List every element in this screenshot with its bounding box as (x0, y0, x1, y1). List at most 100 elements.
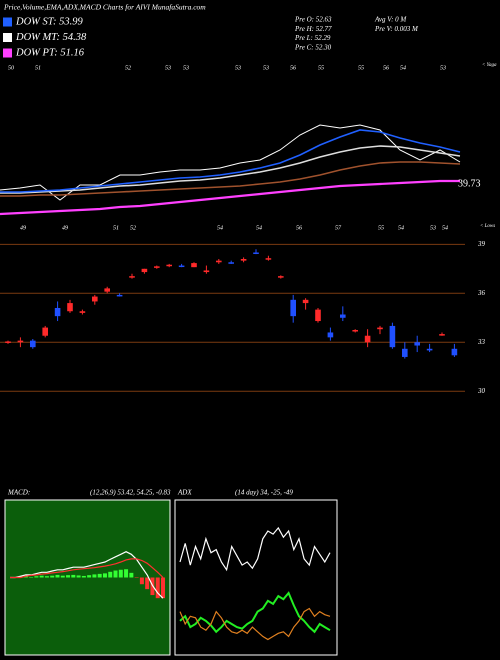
histogram-bar (44, 576, 49, 578)
candle-body (104, 288, 110, 292)
page-title: Price,Volume,EMA,ADX,MACD Charts for AIV… (3, 3, 206, 12)
adx-line (179, 526, 331, 572)
candle-body (191, 263, 197, 268)
top-label: 55 (318, 65, 324, 71)
candle-body (67, 303, 73, 312)
macd-line (10, 551, 164, 599)
histogram-bar (134, 577, 139, 579)
histogram-bar (145, 577, 150, 590)
histogram-bar (34, 576, 39, 578)
top-label: 56 (290, 65, 296, 71)
histogram-bar (155, 577, 160, 599)
candle-body (265, 258, 272, 260)
bottom-label: 54 (442, 224, 448, 231)
histogram-bar (81, 575, 86, 578)
macd-title: MACD: (7, 489, 30, 497)
bottom-label: 57 (335, 225, 342, 231)
candle-body (42, 327, 48, 336)
y-tick-label: 30 (477, 387, 486, 395)
top-label: 53 (235, 65, 241, 71)
info-label: Pre V: 0.003 M (374, 25, 419, 33)
top-label: 56 (383, 65, 389, 71)
candle-body (54, 307, 61, 317)
candle-body (30, 340, 36, 348)
y-tick-label: 36 (477, 289, 486, 297)
histogram-bar (76, 575, 81, 578)
legend-label: DOW ST: 53.99 (15, 16, 84, 27)
candle-body (79, 311, 86, 313)
bottom-label: 54 (256, 224, 262, 231)
candle-body (141, 268, 148, 273)
histogram-bar (113, 570, 118, 578)
legend-swatch (3, 33, 12, 42)
histogram-bar (29, 576, 34, 578)
histogram-bar (55, 574, 60, 578)
info-label: Pre C: 52.30 (294, 44, 332, 52)
bottom-label: 55 (378, 225, 384, 231)
candle-body (240, 259, 247, 261)
bottom-label: 54 (398, 224, 404, 231)
candle-body (166, 264, 172, 267)
bottom-label: 49 (20, 224, 26, 231)
candle-body (315, 309, 321, 322)
info-label: Pre H: 52.77 (294, 25, 332, 33)
candle-body (278, 276, 284, 278)
candle-body (327, 332, 334, 338)
top-label: 53 (440, 65, 446, 71)
series-line (0, 145, 461, 194)
histogram-bar (92, 574, 97, 578)
candle-body (451, 348, 458, 356)
candle-body (116, 294, 123, 297)
histogram-bar (129, 572, 134, 578)
candle-body (302, 299, 309, 304)
histogram-bar (18, 576, 23, 578)
series-line (0, 179, 460, 216)
candle-body (203, 270, 210, 273)
top-label: 53 (263, 65, 269, 71)
y-tick-label: 33 (477, 338, 486, 346)
adx-line (179, 591, 331, 634)
adx-line (179, 607, 331, 641)
candle-body (92, 296, 98, 302)
annotation: 39.73 (458, 178, 481, 189)
legend-swatch (3, 48, 12, 58)
histogram-bar (118, 569, 123, 578)
legend-label: DOW MT: 54.38 (15, 32, 87, 43)
bottom-label: 56 (296, 225, 302, 231)
top-label: 53 (183, 65, 189, 71)
legend-swatch (3, 17, 12, 27)
histogram-bar (139, 577, 144, 585)
histogram-bar (108, 571, 113, 578)
candle-body (129, 276, 135, 278)
histogram-bar (102, 573, 107, 578)
candle-body (154, 266, 160, 268)
histogram-bar (97, 573, 102, 578)
candle-body (340, 314, 346, 318)
candle-body (426, 348, 433, 351)
candle-body (228, 262, 234, 264)
candle-body (290, 299, 296, 317)
histogram-bar (66, 575, 71, 578)
macd-params: (12,26,9) 53.42, 54.25, -0.83 (90, 489, 171, 497)
series-line (0, 129, 461, 193)
candle-body (389, 325, 396, 348)
top-label: 52 (125, 65, 131, 71)
histogram-bar (23, 576, 28, 578)
info-label: Pre L: 52.29 (294, 34, 331, 42)
candle-body (216, 260, 222, 263)
info-label: Pre O: 52.63 (294, 16, 332, 24)
candle-body (439, 334, 445, 336)
histogram-bar (124, 569, 129, 578)
info-label: Avg V: 0 M (374, 16, 407, 24)
bottom-label: 54 (217, 224, 223, 231)
histogram-bar (87, 575, 92, 578)
bottom-label: 49 (62, 224, 68, 231)
bottom-label: 51 (113, 225, 119, 231)
corner-label: < Yaga (482, 63, 497, 68)
candle-body (178, 265, 185, 268)
adx-panel (174, 499, 338, 656)
top-label: 51 (35, 65, 41, 71)
series-line (0, 161, 461, 197)
top-label: 54 (400, 64, 406, 71)
